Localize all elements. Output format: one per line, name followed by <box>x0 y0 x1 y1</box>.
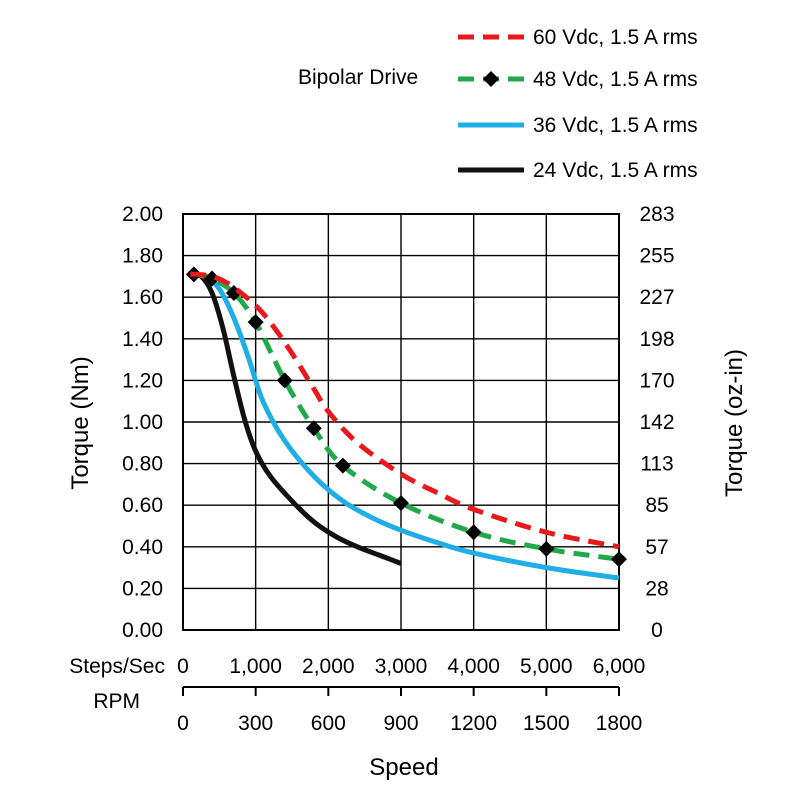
series-group <box>185 266 627 581</box>
x-tick-label-rpm: 300 <box>238 712 273 735</box>
x-tick-label-rpm: 1500 <box>523 712 570 735</box>
chart-title: Bipolar Drive <box>298 66 418 89</box>
data-point-48-vdc-1-5-a-rms <box>393 495 409 512</box>
legend-label-60-vdc-1-5-a-rms: 60 Vdc, 1.5 A rms <box>533 26 698 49</box>
x-tick-label-rpm: 900 <box>383 712 418 735</box>
axes-group: 0.00 0.20 0.40 0.60 0.80 1.00 1.20 1.40 1.60 1.80… <box>122 203 674 735</box>
data-point-48-vdc-1-5-a-rms <box>305 420 322 437</box>
data-point-48-vdc-1-5-a-rms <box>247 314 264 331</box>
y-tick-label-left: 1.80 <box>122 245 163 268</box>
x-tick-label-rpm: 600 <box>311 712 346 735</box>
legend-label-24-vdc-1-5-a-rms: 24 Vdc, 1.5 A rms <box>533 159 698 182</box>
y-tick-label-right: 227 <box>639 286 674 309</box>
y-tick-label-right: 113 <box>640 453 673 476</box>
x-axis-title: Speed <box>369 754 438 781</box>
y-tick-label-left: 0.00 <box>122 619 163 642</box>
x-tick-label-steps: 2,000 <box>302 655 355 678</box>
y-tick-label-left: 0.20 <box>122 577 163 600</box>
x-tick-label-steps: 1,000 <box>229 655 282 678</box>
x-tick-label-rpm: 1800 <box>596 712 643 735</box>
x-unit-label-steps: Steps/Sec <box>69 655 165 678</box>
y-tick-label-left: 0.40 <box>122 536 163 559</box>
plot-border <box>182 213 620 631</box>
y-tick-label-left: 1.00 <box>122 411 163 434</box>
y-tick-label-left: 0.60 <box>122 494 163 517</box>
data-point-48-vdc-1-5-a-rms <box>276 372 293 389</box>
series-line-24-vdc-1-5-a-rms <box>189 271 402 566</box>
plot-frame <box>182 213 620 631</box>
y-tick-label-left: 1.60 <box>122 286 163 309</box>
x-tick-label-rpm: 0 <box>177 712 189 735</box>
y-tick-label-right: 142 <box>639 411 674 434</box>
y-tick-label-right: 170 <box>639 369 674 392</box>
y-tick-label-right: 85 <box>645 494 668 517</box>
y-tick-label-right: 255 <box>639 245 674 268</box>
x-unit-label-rpm: RPM <box>93 690 140 713</box>
y-tick-label-right: 283 <box>639 203 674 226</box>
data-point-48-vdc-1-5-a-rms <box>465 524 482 541</box>
legend-marker-48-vdc-1-5-a-rms <box>483 71 499 87</box>
x-tick-label-rpm: 1200 <box>450 712 497 735</box>
y-tick-label-right: 28 <box>645 577 668 600</box>
y-tick-label-left: 1.20 <box>122 369 163 392</box>
series-line-36-vdc-1-5-a-rms <box>193 271 620 581</box>
x-tick-label-steps: 0 <box>177 655 189 678</box>
y-axis-title-right: Torque (oz-in) <box>721 349 748 497</box>
x-tick-label-steps: 4,000 <box>447 655 500 678</box>
y-tick-label-right: 0 <box>651 619 663 642</box>
x-tick-label-steps: 6,000 <box>593 655 646 678</box>
y-tick-label-right: 198 <box>639 328 674 351</box>
legend-label-48-vdc-1-5-a-rms: 48 Vdc, 1.5 A rms <box>533 68 698 91</box>
legend: 60 Vdc, 1.5 A rms 48 Vdc, 1.5 A rms 36 Vdc… <box>458 26 698 182</box>
data-point-48-vdc-1-5-a-rms <box>538 540 555 557</box>
series-line-60-vdc-1-5-a-rms <box>190 271 620 550</box>
x-tick-label-steps: 5,000 <box>520 655 573 678</box>
data-point-48-vdc-1-5-a-rms <box>611 551 627 568</box>
y-tick-label-left: 2.00 <box>122 203 163 226</box>
data-point-48-vdc-1-5-a-rms <box>334 457 351 474</box>
y-tick-label-left: 1.40 <box>122 328 163 351</box>
y-tick-label-left: 0.80 <box>122 453 163 476</box>
y-tick-label-right: 57 <box>645 536 668 559</box>
data-point-48-vdc-1-5-a-rms <box>204 270 221 287</box>
legend-label-36-vdc-1-5-a-rms: 36 Vdc, 1.5 A rms <box>533 114 698 137</box>
x-tick-label-steps: 3,000 <box>375 655 428 678</box>
y-axis-title-left: Torque (Nm) <box>67 356 94 489</box>
